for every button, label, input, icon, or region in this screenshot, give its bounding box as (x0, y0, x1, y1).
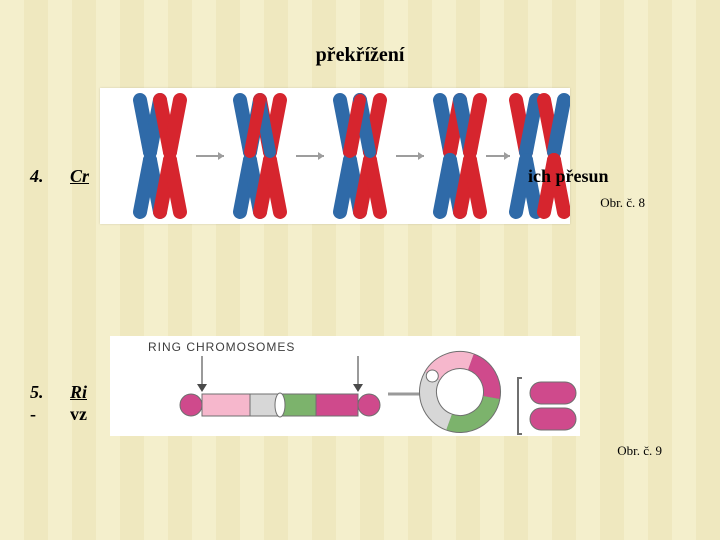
slide-content: překřížení 4. Cr ich přesun Obr. č. 8 RI… (0, 0, 720, 540)
item5-text: Ri (70, 382, 690, 403)
item5-sub-text: vz (70, 404, 87, 425)
item4-text: Cr ich přesun (70, 166, 690, 187)
item5-lead: Ri (70, 382, 87, 402)
list-item-4: 4. Cr ich přesun (30, 166, 690, 187)
item4-number: 4. (30, 166, 52, 187)
figure-crossing-over-svg (100, 88, 570, 224)
item5-sub-dash: - (30, 404, 52, 425)
item4-lead: Cr (70, 166, 89, 186)
caption-obr-8: Obr. č. 8 (600, 195, 645, 211)
figure-ring-label: RING CHROMOSOMES (148, 340, 295, 354)
list-item-5: 5. Ri (30, 382, 690, 403)
caption-obr-9: Obr. č. 9 (617, 443, 662, 459)
item4-tail: ich přesun (528, 166, 609, 186)
list-item-5-sub: - vz (30, 404, 87, 425)
item5-number: 5. (30, 382, 52, 403)
figure-crossing-over (100, 88, 570, 224)
slide-title: překřížení (0, 44, 720, 67)
